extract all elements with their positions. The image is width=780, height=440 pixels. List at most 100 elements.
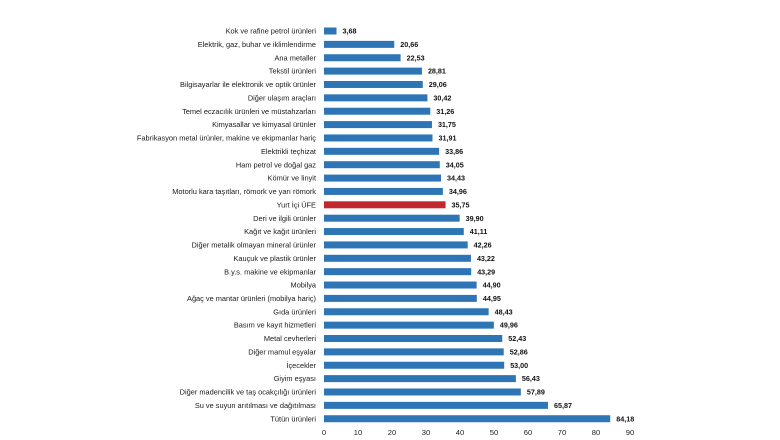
category-label: Diğer mamul eşyalar (248, 347, 316, 356)
data-label: 65,87 (554, 401, 572, 410)
x-tick-label: 0 (322, 428, 326, 437)
data-label: 43,29 (477, 267, 495, 276)
bar (324, 321, 494, 329)
data-label: 31,75 (438, 120, 456, 129)
x-tick-label: 50 (490, 428, 498, 437)
bar (324, 121, 432, 129)
category-label: Elektrik, gaz, buhar ve iklimlendirme (198, 40, 316, 49)
bar (324, 361, 505, 369)
bar (324, 228, 464, 236)
data-label: 39,90 (466, 214, 484, 223)
bar (324, 147, 440, 155)
bars-layer (324, 27, 611, 423)
data-label: 28,81 (428, 67, 446, 76)
data-label: 41,11 (470, 227, 488, 236)
x-tick-label: 30 (422, 428, 430, 437)
category-label: Gıda ürünleri (273, 307, 316, 316)
category-label: Ham petrol ve doğal gaz (236, 160, 316, 169)
x-tick-label: 40 (456, 428, 464, 437)
category-label: Basım ve kayıt hizmetleri (234, 321, 316, 330)
bar (324, 254, 471, 262)
data-label: 56,43 (522, 374, 540, 383)
bar (324, 187, 443, 195)
bar (324, 201, 446, 209)
bar (324, 67, 422, 75)
category-label: Kok ve rafine petrol ürünleri (226, 27, 317, 36)
x-tick-label: 80 (592, 428, 600, 437)
category-label: Ağaç ve mantar ürünleri (mobilya hariç) (187, 294, 316, 303)
bar (324, 348, 504, 356)
x-axis-ticks: 0 10 20 30 40 50 60 70 80 90 (322, 428, 634, 437)
bar (324, 281, 477, 289)
category-label: Ana metaller (275, 53, 317, 62)
category-label: Kauçuk ve plastik ürünler (233, 254, 316, 263)
bar (324, 375, 516, 383)
data-label: 31,26 (436, 107, 454, 116)
data-label: 30,42 (433, 93, 451, 102)
data-label: 53,00 (510, 361, 528, 370)
category-label: Elektrikli teçhizat (261, 147, 316, 156)
data-label: 34,05 (446, 160, 464, 169)
data-label: 34,43 (447, 174, 465, 183)
bar (324, 308, 489, 316)
bar (324, 268, 472, 276)
data-label: 22,53 (407, 53, 425, 62)
bar (324, 174, 442, 182)
data-label: 3,68 (343, 27, 357, 36)
category-label: Temel eczacılık ürünleri ve müstahzarlar… (182, 107, 316, 116)
bar (324, 134, 433, 142)
category-label: Motorlu kara taşıtları, römork ve yarı r… (172, 187, 316, 196)
data-label: 49,96 (500, 321, 518, 330)
bar (324, 214, 460, 222)
x-tick-label: 20 (388, 428, 396, 437)
category-label: Kömür ve linyit (268, 174, 316, 183)
category-label: İçecekler (286, 361, 316, 370)
category-label: Diğer ulaşım araçları (248, 93, 316, 102)
category-label: Diğer madencilik ve taş ocakçılığı ürünl… (180, 388, 317, 397)
bar (324, 388, 521, 396)
data-label: 48,43 (495, 307, 513, 316)
x-tick-label: 70 (558, 428, 566, 437)
data-label: 52,43 (508, 334, 526, 343)
data-label: 20,66 (400, 40, 418, 49)
x-tick-label: 90 (626, 428, 634, 437)
data-label: 31,91 (438, 134, 456, 143)
x-tick-label: 10 (354, 428, 362, 437)
category-labels: Kok ve rafine petrol ürünleri Elektrik, g… (137, 27, 317, 424)
bar (324, 54, 401, 62)
data-label: 42,26 (474, 241, 492, 250)
category-label: B.y.s. makine ve ekipmanlar (224, 267, 316, 276)
bar (324, 415, 611, 423)
bar (324, 294, 477, 302)
category-label: Tekstil ürünleri (269, 67, 317, 76)
category-label: Bilgisayarlar ile elektronik ve optik ür… (180, 80, 317, 89)
data-label: 57,89 (527, 388, 545, 397)
category-label: Fabrikasyon metal ürünler, makine ve eki… (137, 134, 316, 143)
category-label: Su ve suyun arıtılması ve dağıtılması (195, 401, 316, 410)
category-label: Kağıt ve kağıt ürünleri (244, 227, 316, 236)
x-tick-label: 60 (524, 428, 532, 437)
category-label: Metal cevherleri (264, 334, 317, 343)
bar (324, 401, 548, 409)
bar (324, 94, 428, 102)
category-label: Yurt İçi ÜFE (277, 200, 316, 209)
bar (324, 161, 440, 169)
data-label: 29,06 (429, 80, 447, 89)
category-label: Giyim eşyası (274, 374, 316, 383)
data-label: 44,95 (483, 294, 501, 303)
data-label: 84,18 (616, 414, 634, 423)
bar (324, 27, 337, 35)
bar (324, 241, 468, 249)
category-label: Deri ve ilgili ürünler (253, 214, 316, 223)
data-label: 43,22 (477, 254, 495, 263)
category-label: Kimyasallar ve kimyasal ürünler (212, 120, 316, 129)
bar (324, 80, 423, 88)
category-label: Tütün ürünleri (270, 414, 316, 423)
bar (324, 107, 431, 115)
data-label: 34,96 (449, 187, 467, 196)
bar (324, 40, 395, 48)
data-label: 33,86 (445, 147, 463, 156)
